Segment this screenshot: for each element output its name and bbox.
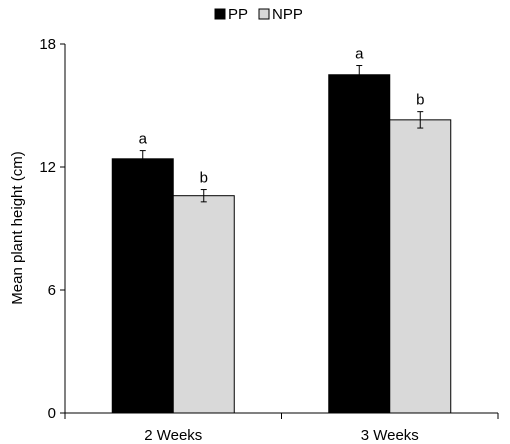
significance-label: a bbox=[139, 131, 148, 148]
x-tick-label: 3 Weeks bbox=[361, 427, 419, 444]
significance-label: b bbox=[200, 170, 208, 187]
significance-label: b bbox=[416, 92, 424, 109]
y-tick-label: 6 bbox=[48, 282, 56, 299]
y-tick-label: 18 bbox=[39, 36, 56, 53]
y-tick-label: 12 bbox=[39, 159, 56, 176]
legend-swatch-pp bbox=[214, 8, 226, 20]
legend-swatch-npp bbox=[258, 8, 270, 20]
legend-label-npp: NPP bbox=[272, 6, 303, 23]
y-tick-label: 0 bbox=[48, 405, 56, 422]
legend: PP NPP bbox=[214, 6, 303, 23]
legend-label-pp: PP bbox=[228, 6, 248, 23]
x-tick-label: 2 Weeks bbox=[144, 427, 202, 444]
plot-area: 0 6 12 18 2 Weeks 3 Weeks a a b b bbox=[39, 36, 499, 444]
bar-pp bbox=[328, 74, 391, 414]
bar-pp bbox=[111, 158, 174, 414]
significance-label: a bbox=[355, 46, 364, 63]
bar-npp bbox=[172, 195, 235, 414]
bar-npp bbox=[389, 119, 452, 414]
y-axis-title: Mean plant height (cm) bbox=[9, 151, 26, 304]
